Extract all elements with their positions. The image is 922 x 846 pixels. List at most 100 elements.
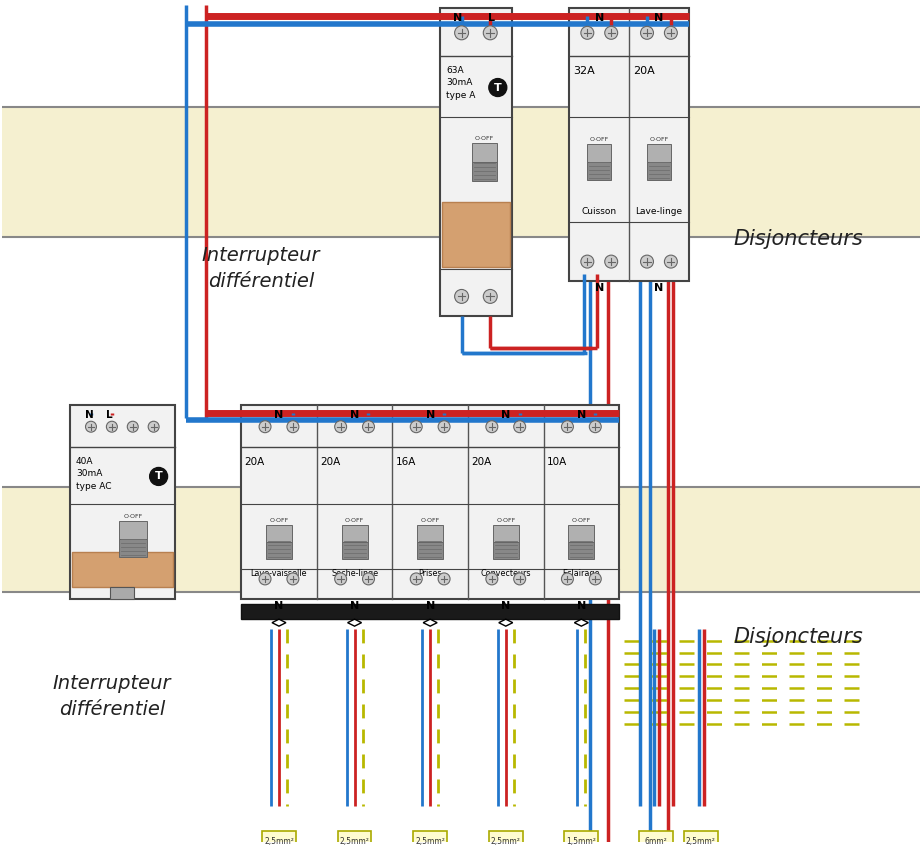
Text: N: N [350, 409, 360, 420]
Text: L: L [106, 409, 113, 420]
Text: 16A: 16A [396, 457, 416, 466]
Polygon shape [499, 619, 513, 626]
Circle shape [335, 420, 347, 432]
Text: Disjoncteurs: Disjoncteurs [733, 228, 863, 249]
Text: 20A: 20A [244, 457, 265, 466]
Circle shape [483, 26, 497, 40]
Bar [242, 405, 620, 599]
Text: O·OFF: O·OFF [572, 519, 591, 523]
Bar [70, 405, 174, 599]
Text: Seche-linge: Seche-linge [331, 569, 378, 578]
Text: N: N [595, 283, 604, 294]
Text: O·OFF: O·OFF [269, 519, 289, 523]
Text: 2,5mm²: 2,5mm² [264, 837, 294, 846]
Text: Lave-vaisselle: Lave-vaisselle [251, 569, 307, 578]
Bar [569, 525, 595, 542]
Circle shape [438, 420, 450, 432]
Circle shape [589, 420, 601, 432]
Circle shape [581, 26, 594, 39]
Bar [569, 542, 595, 559]
Bar [684, 831, 717, 846]
Polygon shape [423, 619, 437, 626]
Text: O·OFF: O·OFF [420, 519, 440, 523]
Text: Convecteurs: Convecteurs [480, 569, 531, 578]
Bar [493, 542, 519, 559]
Circle shape [489, 79, 507, 96]
Bar [342, 542, 368, 559]
Text: 2,5mm²: 2,5mm² [491, 837, 521, 846]
Bar [262, 831, 296, 846]
Circle shape [287, 420, 299, 432]
Circle shape [287, 573, 299, 585]
Bar [647, 162, 671, 180]
Text: 32A: 32A [573, 66, 595, 75]
Bar [587, 144, 611, 162]
Circle shape [410, 573, 422, 585]
Bar [266, 525, 292, 542]
Text: N: N [85, 409, 93, 420]
Circle shape [589, 573, 601, 585]
Circle shape [665, 255, 678, 268]
Text: O·OFF: O·OFF [475, 136, 494, 141]
Polygon shape [348, 619, 361, 626]
Bar [3, 487, 919, 592]
Bar [413, 831, 447, 846]
Text: 63A
30mA
type A: 63A 30mA type A [446, 66, 476, 100]
Bar [266, 542, 292, 559]
Circle shape [455, 26, 468, 40]
Circle shape [438, 573, 450, 585]
Bar [111, 587, 135, 599]
Circle shape [486, 573, 498, 585]
Text: 2,5mm²: 2,5mm² [339, 837, 370, 846]
Text: N: N [426, 601, 435, 611]
Text: N: N [350, 601, 360, 611]
Text: Interrupteur
différentiel: Interrupteur différentiel [53, 673, 171, 719]
Bar [3, 107, 919, 237]
Text: 10A: 10A [547, 457, 567, 466]
Text: Prises: Prises [419, 569, 442, 578]
Text: 2,5mm²: 2,5mm² [415, 837, 445, 846]
Bar [471, 162, 498, 181]
Text: O·OFF: O·OFF [345, 519, 364, 523]
Circle shape [605, 26, 618, 39]
Bar [72, 552, 172, 587]
Text: 1,5mm²: 1,5mm² [566, 837, 597, 846]
Text: 6mm²: 6mm² [644, 837, 668, 846]
Text: Eclairage: Eclairage [562, 569, 600, 578]
Text: N: N [502, 409, 511, 420]
Bar [418, 542, 443, 559]
Circle shape [259, 420, 271, 432]
Circle shape [149, 468, 168, 486]
Bar [493, 525, 519, 542]
Text: O·OFF: O·OFF [496, 519, 515, 523]
Circle shape [455, 289, 468, 304]
Bar [489, 831, 523, 846]
Circle shape [335, 573, 347, 585]
Text: N: N [275, 601, 284, 611]
Circle shape [148, 421, 160, 432]
Bar [119, 521, 147, 539]
Text: N: N [454, 13, 463, 23]
Text: L: L [488, 13, 495, 23]
Bar [639, 831, 673, 846]
Bar [471, 143, 498, 162]
Bar [418, 525, 443, 542]
Text: N: N [275, 409, 284, 420]
Text: 20A: 20A [471, 457, 491, 466]
Text: O·OFF: O·OFF [590, 137, 609, 142]
Bar [119, 539, 147, 557]
Text: N: N [595, 13, 604, 23]
Text: 20A: 20A [320, 457, 340, 466]
Circle shape [665, 26, 678, 39]
Text: 20A: 20A [633, 66, 655, 75]
Circle shape [483, 289, 497, 304]
Text: N: N [577, 601, 586, 611]
Text: Cuisson: Cuisson [582, 207, 617, 216]
Text: N: N [577, 409, 586, 420]
Text: T: T [155, 471, 162, 481]
Text: N: N [655, 13, 664, 23]
Bar [242, 604, 620, 618]
Circle shape [486, 420, 498, 432]
Circle shape [86, 421, 97, 432]
Bar [647, 144, 671, 162]
